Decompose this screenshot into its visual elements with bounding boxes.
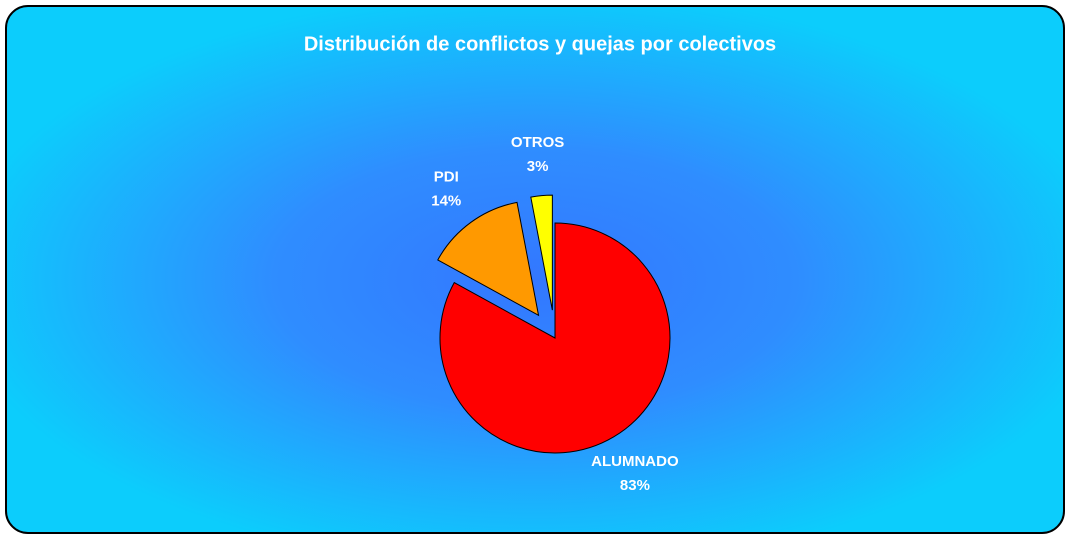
pie-slice xyxy=(530,194,553,311)
slice-label: ALUMNADO xyxy=(591,453,679,470)
slice-value-label: 3% xyxy=(527,158,549,175)
slice-value-label: 14% xyxy=(431,192,461,209)
pie-slice xyxy=(439,222,671,454)
slice-label: PDI xyxy=(434,168,459,185)
chart-title: Distribución de conflictos y quejas por … xyxy=(304,33,776,55)
slice-value-label: 83% xyxy=(620,477,650,494)
slice-label: OTROS xyxy=(511,134,564,151)
pie-slice xyxy=(437,201,540,317)
chart-background xyxy=(5,5,1065,534)
